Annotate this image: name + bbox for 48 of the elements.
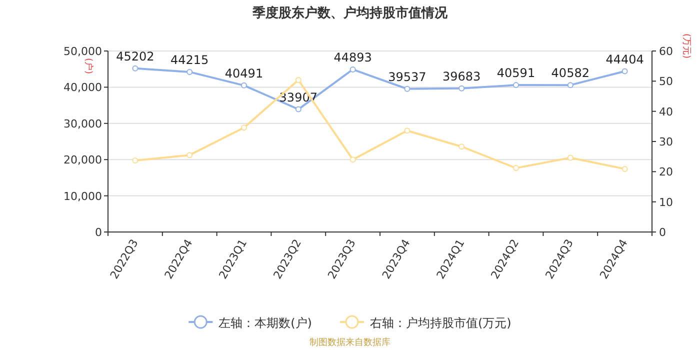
y2-tick-label: 20 <box>659 166 673 179</box>
y2-tick-label: 40 <box>659 105 673 118</box>
point <box>513 165 519 172</box>
text: 制图数据来自数据库 <box>310 337 390 348</box>
data-label: 39537 <box>388 70 426 84</box>
point <box>241 82 247 88</box>
point <box>350 156 356 163</box>
y-tick-label: 20,000 <box>64 154 102 167</box>
point <box>567 82 574 88</box>
data-label: 45202 <box>116 49 154 64</box>
data-label: 40582 <box>551 66 590 80</box>
y2-tick-label: 0 <box>659 226 666 239</box>
point <box>567 154 574 161</box>
data-label: 44893 <box>334 50 372 64</box>
y2-tick-label: 50 <box>659 75 673 88</box>
y2-tick-label: 60 <box>659 45 673 58</box>
data-label: 40591 <box>496 66 536 80</box>
point <box>132 65 138 72</box>
data-label: 44404 <box>606 52 644 66</box>
y-tick-label: 0 <box>95 226 102 239</box>
point <box>622 166 628 172</box>
y2-tick-label: 10 <box>659 196 673 209</box>
data-label: 40491 <box>224 66 264 80</box>
y-axis-title: (户) <box>83 58 94 74</box>
point <box>622 68 628 74</box>
y2-axis-title: (万元) <box>681 33 692 59</box>
point <box>404 128 410 134</box>
data-label: 44215 <box>170 52 209 67</box>
y-tick-label: 50,000 <box>64 45 102 58</box>
point <box>241 124 247 131</box>
point <box>350 66 356 72</box>
point <box>186 152 193 158</box>
point <box>404 86 410 92</box>
point <box>186 68 193 75</box>
data-label: 39683 <box>442 69 481 84</box>
point <box>295 76 302 83</box>
point <box>513 82 519 88</box>
y-tick-label: 10,000 <box>64 190 102 203</box>
point <box>458 144 465 150</box>
legend-label: 右轴：户均持股市值(万元) <box>370 316 512 330</box>
y-tick-label: 30,000 <box>64 117 102 130</box>
point <box>458 85 465 92</box>
point <box>132 158 138 164</box>
legend-label: 左轴：本期数(户) <box>218 316 312 330</box>
y2-tick-label: 30 <box>659 136 673 148</box>
chart-title: 季度股东户数、户均持股市值情况 <box>252 5 448 21</box>
point <box>295 106 302 112</box>
y-tick-label: 40,000 <box>64 81 102 94</box>
